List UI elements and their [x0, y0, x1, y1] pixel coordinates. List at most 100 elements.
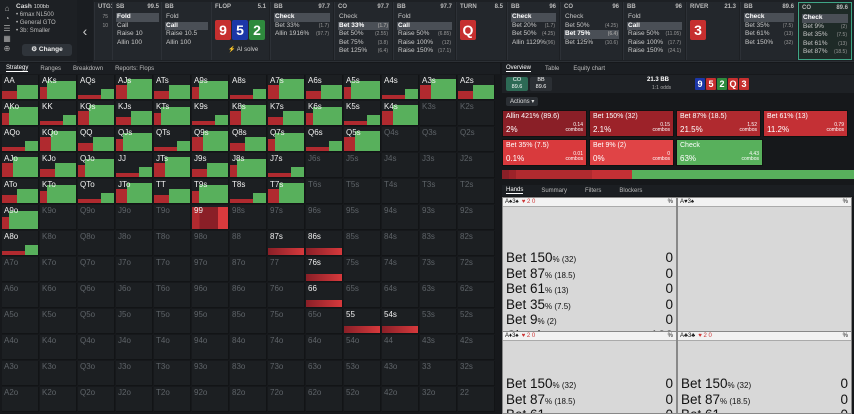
hand-cell[interactable]: Q8s: [230, 127, 267, 152]
hand-cell[interactable]: 83s: [420, 231, 457, 256]
action-option[interactable]: Bet 50% (4.25): [565, 21, 618, 29]
hand-cell[interactable]: 53o: [344, 361, 381, 386]
action-option[interactable]: Fold: [116, 13, 159, 22]
hand-cell[interactable]: 73s: [420, 257, 457, 282]
hand-cell[interactable]: Q3o: [78, 361, 115, 386]
hand-cell[interactable]: 98s: [230, 205, 267, 230]
hand-detail-panel[interactable]: A♥3♠%: [677, 197, 852, 332]
hand-cell[interactable]: A6o: [2, 283, 39, 308]
action-option[interactable]: Check: [511, 13, 556, 22]
hand-cell[interactable]: 44: [382, 335, 419, 360]
tab-overview[interactable]: Overview: [506, 65, 532, 72]
hand-cell[interactable]: A9o: [2, 205, 39, 230]
hand-cell[interactable]: QQ: [78, 127, 115, 152]
hand-cell[interactable]: 97s: [268, 205, 305, 230]
hand-cell[interactable]: K7s: [268, 101, 305, 126]
hand-cell[interactable]: Q5o: [78, 309, 115, 334]
hand-cell[interactable]: Q8o: [78, 231, 115, 256]
hand-cell[interactable]: T4s: [382, 179, 419, 204]
hand-cell[interactable]: 84o: [230, 335, 267, 360]
hand-cell[interactable]: A5s: [344, 75, 381, 100]
hand-cell[interactable]: AQs: [78, 75, 115, 100]
hand-cell[interactable]: 72s: [458, 257, 495, 282]
tab-table[interactable]: Table: [545, 65, 560, 72]
hand-cell[interactable]: AKs: [40, 75, 77, 100]
action-option[interactable]: Allin 100: [166, 38, 191, 46]
hand-cell[interactable]: 63o: [306, 361, 343, 386]
tab-equity-chart[interactable]: Equity chart: [573, 65, 606, 72]
hand-cell[interactable]: 76o: [268, 283, 305, 308]
hand-cell[interactable]: 43s: [420, 335, 457, 360]
hand-cell[interactable]: T7s: [268, 179, 305, 204]
hand-cell[interactable]: 22: [458, 387, 495, 412]
hand-detail-panel[interactable]: A♠3♠ ♥ 2 0% Bet 150% (32) 0 Bet 87% (18.5) 0 B…: [502, 197, 677, 332]
hand-cell[interactable]: T5o: [154, 309, 191, 334]
hand-cell[interactable]: QTs: [154, 127, 191, 152]
hand-cell[interactable]: 64s: [382, 283, 419, 308]
hand-cell[interactable]: QJo: [78, 153, 115, 178]
action-option[interactable]: 10: [102, 22, 108, 29]
hand-cell[interactable]: 66: [306, 283, 343, 308]
action-box[interactable]: Bet 150% (32) 2.1% 0.15 combos: [589, 110, 674, 137]
hand-cell[interactable]: Q7s: [268, 127, 305, 152]
action-option[interactable]: Raise 50% (11.05): [628, 30, 681, 37]
hand-cell[interactable]: T9s: [192, 179, 229, 204]
action-option[interactable]: Raise 50% (6.85): [398, 30, 451, 37]
ai-solve-button[interactable]: ⚡ AI solve: [228, 47, 259, 53]
hand-cell[interactable]: T7o: [154, 257, 191, 282]
hand-cell[interactable]: K6o: [40, 283, 77, 308]
hand-cell[interactable]: 83o: [230, 361, 267, 386]
hand-cell[interactable]: T4o: [154, 335, 191, 360]
hand-cell[interactable]: K8o: [40, 231, 77, 256]
hand-cell[interactable]: 75s: [344, 257, 381, 282]
hand-cell[interactable]: 52s: [458, 309, 495, 334]
hand-cell[interactable]: J3s: [420, 153, 457, 178]
hand-cell[interactable]: 72o: [268, 387, 305, 412]
hand-cell[interactable]: AA: [2, 75, 39, 100]
hand-cell[interactable]: 43o: [382, 361, 419, 386]
hand-cell[interactable]: 94s: [382, 205, 419, 230]
hand-cell[interactable]: 85s: [344, 231, 381, 256]
action-option[interactable]: Check: [339, 13, 358, 20]
hand-cell[interactable]: 86o: [230, 283, 267, 308]
tab-ranges[interactable]: Ranges: [40, 65, 62, 72]
hand-cell[interactable]: K7o: [40, 257, 77, 282]
action-option[interactable]: Bet 125% (10.6): [565, 38, 618, 46]
change-button[interactable]: ⚙ Change: [22, 44, 72, 56]
hand-cell[interactable]: T6o: [154, 283, 191, 308]
hand-cell[interactable]: K5s: [344, 101, 381, 126]
hand-cell[interactable]: A2o: [2, 387, 39, 412]
action-option[interactable]: Fold: [628, 13, 641, 20]
action-option[interactable]: Bet 61% (13): [745, 30, 793, 37]
tab-filters[interactable]: Filters: [585, 187, 602, 194]
layers-icon[interactable]: ☰: [3, 24, 11, 33]
hand-cell[interactable]: T9o: [154, 205, 191, 230]
grid-icon[interactable]: ▦: [3, 34, 11, 43]
action-option[interactable]: Bet 75% (3.8): [339, 38, 388, 46]
hand-cell[interactable]: QJs: [116, 127, 153, 152]
hand-cell[interactable]: T3s: [420, 179, 457, 204]
hand-cell[interactable]: T2s: [458, 179, 495, 204]
hand-cell[interactable]: K8s: [230, 101, 267, 126]
hand-cell[interactable]: A8s: [230, 75, 267, 100]
action-option[interactable]: Bet 75% (6.4): [564, 30, 619, 39]
hand-cell[interactable]: 75o: [268, 309, 305, 334]
hand-cell[interactable]: KTs: [154, 101, 191, 126]
hand-cell[interactable]: K4s: [382, 101, 419, 126]
hand-cell[interactable]: 99: [192, 205, 229, 230]
hand-cell[interactable]: 98o: [192, 231, 229, 256]
hand-cell[interactable]: K4o: [40, 335, 77, 360]
hand-cell[interactable]: J8s: [230, 153, 267, 178]
hand-cell[interactable]: 86s: [306, 231, 343, 256]
hand-cell[interactable]: J9s: [192, 153, 229, 178]
action-option[interactable]: Allin 1916% (97.7): [275, 30, 329, 37]
action-option[interactable]: Check: [802, 14, 848, 23]
hand-cell[interactable]: A2s: [458, 75, 495, 100]
action-option[interactable]: Check: [744, 13, 794, 22]
hand-cell[interactable]: AQo: [2, 127, 39, 152]
hand-cell[interactable]: 54s: [382, 309, 419, 334]
hand-cell[interactable]: KJo: [40, 153, 77, 178]
action-option[interactable]: Bet 150% (32): [745, 38, 793, 46]
hand-cell[interactable]: A7s: [268, 75, 305, 100]
hand-cell[interactable]: 42s: [458, 335, 495, 360]
